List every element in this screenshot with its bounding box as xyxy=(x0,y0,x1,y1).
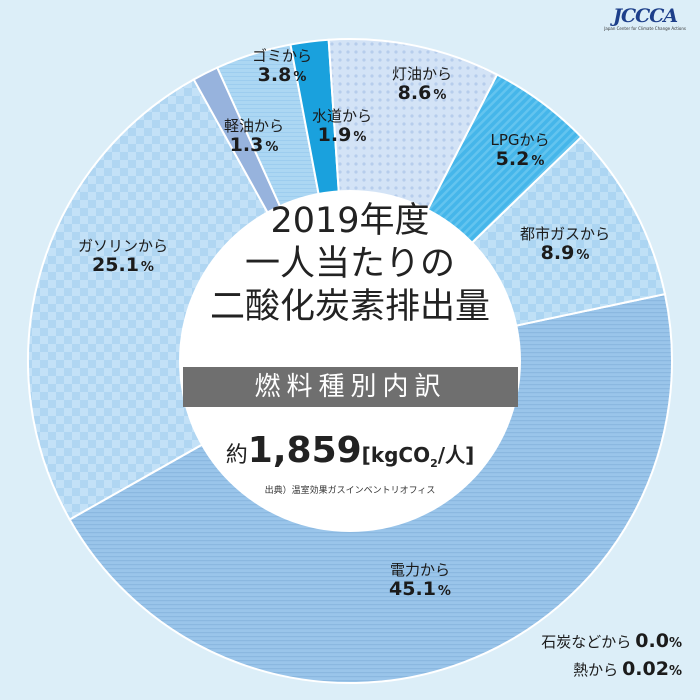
label-garbage: ゴミから 3.8% xyxy=(240,47,324,87)
label-electricity: 電力から 45.1% xyxy=(360,561,480,601)
total-prefix: 約 xyxy=(225,443,248,468)
slice-gasoline xyxy=(27,78,352,521)
title-line-2: 一人当たりの xyxy=(244,244,455,284)
title-line-3: 二酸化炭素排出量 xyxy=(209,287,490,327)
minor-item-name: 石炭などから xyxy=(541,633,632,651)
title-line-1: 2019年度 xyxy=(270,201,430,241)
slice-label-value: 1.9% xyxy=(317,124,367,147)
slice-label-name: ガソリンから xyxy=(77,237,168,255)
slice-label-value: 8.9% xyxy=(540,242,590,265)
slice-label-name: 灯油から xyxy=(391,65,452,83)
breakdown-band: 燃料種別内訳 xyxy=(183,367,518,407)
slice-label-name: 水道から xyxy=(311,107,372,125)
logo-mark: JCCCA xyxy=(613,5,678,27)
unit-open: [kgCO xyxy=(361,443,431,467)
center-title: 2019年度 一人当たりの 二酸化炭素排出量 xyxy=(180,200,520,329)
label-water: 水道から 1.9% xyxy=(300,107,384,147)
donut-hole xyxy=(179,190,521,532)
label-lpg: LPGから 5.2% xyxy=(478,131,562,171)
label-kerosene: 灯油から 8.6% xyxy=(380,65,464,105)
logo-subtitle: Japan Center for Climate Change Actions xyxy=(604,26,686,31)
slice-label-name: 軽油から xyxy=(223,117,284,135)
minor-item-value: 0.02 xyxy=(622,658,669,680)
slice-label-value: 5.2% xyxy=(495,148,545,171)
minor-item-name: 熱から xyxy=(573,661,619,679)
total-unit: [kgCO2/人] xyxy=(361,443,475,470)
minor-item-unit: % xyxy=(668,636,682,651)
label-gasoline: ガソリンから 25.1% xyxy=(68,237,178,277)
minor-item-heat: 熱から 0.02% xyxy=(573,658,682,680)
slice-label-name: LPGから xyxy=(490,131,550,149)
unit-close: /人] xyxy=(437,443,475,467)
slice-label-name: 都市ガスから xyxy=(519,225,610,243)
label-diesel: 軽油から 1.3% xyxy=(212,117,296,157)
minor-item-value: 0.0 xyxy=(635,630,669,652)
slice-label-value: 45.1% xyxy=(389,578,451,601)
label-citygas: 都市ガスから 8.9% xyxy=(510,225,620,265)
slice-label-name: 電力から xyxy=(389,561,450,579)
source-note: 出典）温室効果ガスインベントリオフィス xyxy=(264,486,436,496)
slice-label-value: 8.6% xyxy=(397,82,447,105)
minor-item-coal: 石炭などから 0.0% xyxy=(541,630,682,652)
slice-label-value: 1.3% xyxy=(229,134,279,157)
minor-item-unit: % xyxy=(668,664,682,679)
unit-subscript: 2 xyxy=(430,457,438,470)
slice-label-name: ゴミから xyxy=(251,47,312,65)
slice-label-value: 25.1% xyxy=(92,254,154,277)
slice-label-value: 3.8% xyxy=(257,64,307,87)
jccca-logo: JCCCA Japan Center for Climate Change Ac… xyxy=(604,6,686,31)
total-value: 1,859 xyxy=(247,430,362,471)
total-emission: 約1,859[kgCO2/人] xyxy=(180,430,520,471)
